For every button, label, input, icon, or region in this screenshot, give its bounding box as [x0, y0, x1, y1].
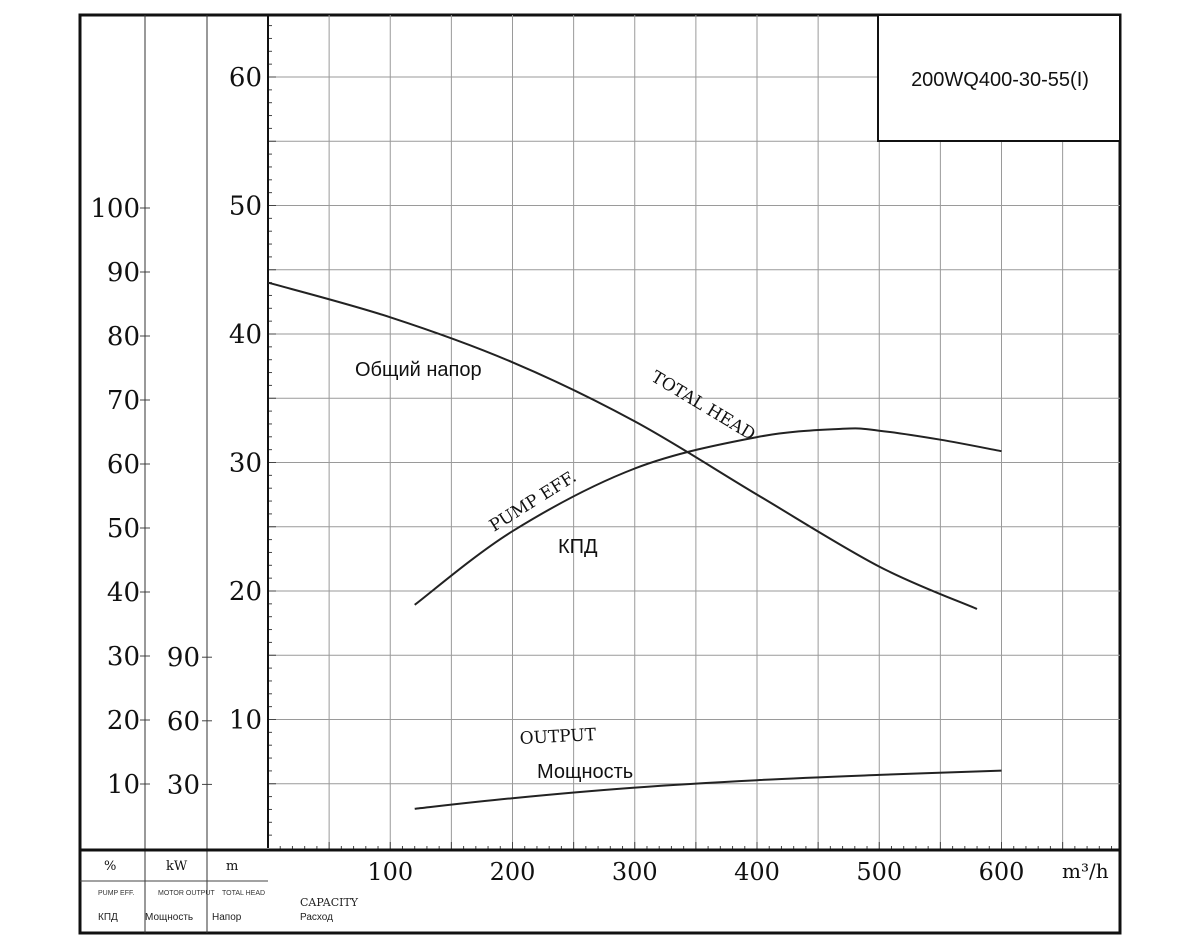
- eff-tick-label: 40: [107, 578, 140, 608]
- head-label-ru: Общий напор: [355, 359, 482, 381]
- power-tick-label: 60: [167, 707, 200, 737]
- chart-frame: [78, 13, 1122, 935]
- head-tick-label: 20: [229, 577, 262, 607]
- grid: [140, 15, 1120, 850]
- eff-tick-label: 100: [90, 194, 140, 224]
- eff-tick-label: 50: [107, 514, 140, 544]
- eff-tick-label: 10: [107, 770, 140, 800]
- footer-kw: kW: [166, 859, 188, 874]
- series-line-head: [267, 281, 978, 610]
- x-tick-label: 600: [979, 858, 1025, 886]
- eff-tick-label: 20: [107, 706, 140, 736]
- footer-head-small: TOTAL HEAD: [222, 890, 265, 897]
- x-unit-label: m³/h: [1062, 859, 1109, 883]
- footer-capacity-en: CAPACITY: [300, 896, 359, 909]
- power-tick-label: 90: [167, 643, 200, 673]
- footer-capacity-ru: Расход: [300, 912, 333, 923]
- x-tick-label: 500: [856, 858, 902, 886]
- eff-tick-label: 70: [107, 386, 140, 416]
- model-label: 200WQ400-30-55(I): [911, 69, 1089, 91]
- footer-eff-ru: КПД: [98, 912, 118, 923]
- eff-tick-label: 80: [107, 322, 140, 352]
- x-tick-label: 300: [612, 858, 658, 886]
- series-curves: [267, 281, 1002, 810]
- eff-tick-label: 30: [107, 642, 140, 672]
- footer-eff-small: PUMP EFF.: [98, 890, 134, 897]
- x-tick-label: 100: [367, 858, 413, 886]
- model-box: [877, 14, 1121, 142]
- head-tick-label: 50: [229, 192, 262, 222]
- tick-labels: 10 20 30 40 50 60 70 80 90 100 30 60 90 10 20 30 40 50 60 1…: [90, 63, 1024, 886]
- footer-power-ru: Мощность: [145, 912, 193, 923]
- eff-label-ru: КПД: [558, 536, 598, 558]
- series-line-efficiency: [414, 427, 1002, 606]
- x-tick-label: 400: [734, 858, 780, 886]
- footer-motor-small: MOTOR OUTPUT: [158, 890, 215, 897]
- eff-tick-label: 90: [107, 258, 140, 288]
- eff-tick-label: 60: [107, 450, 140, 480]
- head-tick-label: 60: [229, 63, 262, 93]
- series-line-power: [414, 769, 1002, 810]
- output-label-ru: Мощность: [537, 761, 633, 783]
- head-tick-label: 10: [229, 706, 262, 736]
- head-tick-label: 30: [229, 449, 262, 479]
- footer-pct: %: [104, 859, 116, 874]
- power-tick-label: 30: [167, 770, 200, 800]
- footer-head-ru: Напор: [212, 912, 242, 923]
- output-label-en: OUTPUT: [519, 725, 597, 749]
- x-tick-label: 200: [490, 858, 536, 886]
- footer-m: m: [226, 859, 238, 874]
- head-tick-label: 40: [229, 320, 262, 350]
